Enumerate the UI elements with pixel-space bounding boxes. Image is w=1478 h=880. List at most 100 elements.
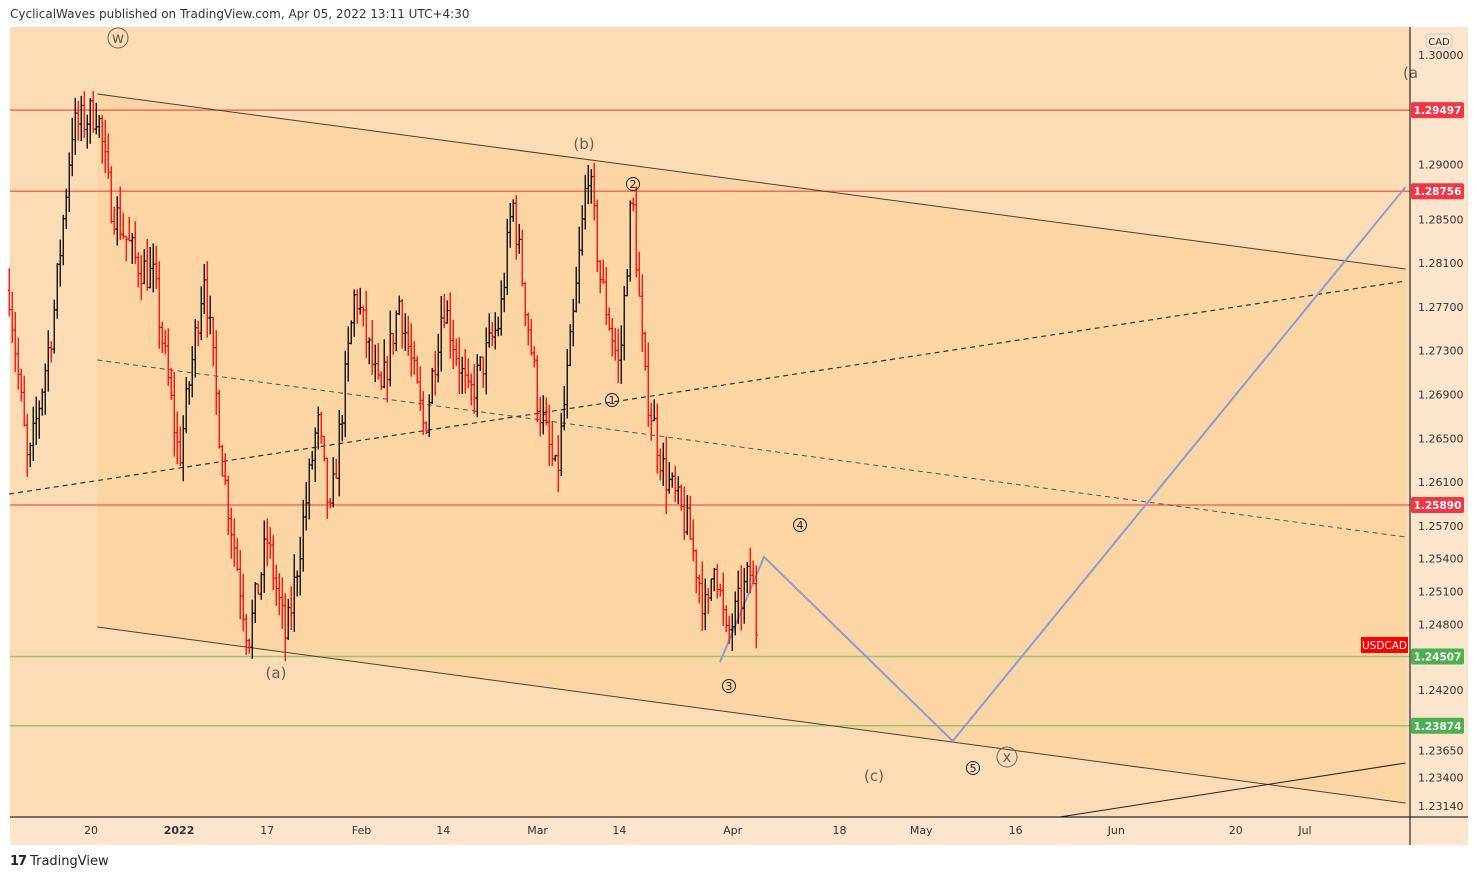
wave-w-circle [107,27,129,49]
level-price-tag [1411,497,1464,514]
ohlc-bar [118,186,122,241]
ohlc-bar [358,287,362,315]
ohlc-bar [466,358,470,389]
ohlc-bar [514,195,518,260]
symbol-label: USDCAD [1361,637,1408,653]
ohlc-bar [31,406,35,462]
ohlc-bar [40,388,44,416]
ohlc-bar [259,572,263,600]
trendline-channel-lower[interactable] [97,626,1406,804]
price-tick-label: 1.30000 [1418,49,1464,62]
ohlc-bar [337,409,341,497]
ohlc-bar [544,397,548,426]
ohlc-bar [730,613,734,651]
publish-info: CyclicalWaves published on TradingView.c… [10,7,470,21]
wave-4-marker: 4 [793,518,807,532]
ohlc-bar [211,316,215,367]
ohlc-bar [637,251,641,297]
ohlc-bar [508,202,512,248]
ohlc-bar [526,312,530,346]
ohlc-bar [673,466,677,502]
ohlc-bar [691,519,695,562]
time-axis[interactable] [10,817,1410,845]
ohlc-bar [697,574,701,604]
price-tick-label: 1.27300 [1418,345,1464,358]
price-chart[interactable]: w (b) (a) (c) (a x 1 2 3 4 5 1.30000 1.29… [0,0,1478,850]
ohlc-bar [415,356,419,384]
ohlc-bar [286,598,290,640]
price-tick-label: 1.25700 [1418,520,1464,533]
ohlc-bar [679,484,683,511]
ohlc-bar [325,457,329,519]
ohlc-bar [319,411,323,444]
ohlc-bar [721,572,725,627]
ohlc-bar [94,102,98,135]
ohlc-bar [649,402,653,441]
ohlc-bar [139,255,143,301]
ohlc-bar [442,293,446,328]
ohlc-bar [472,364,476,414]
ohlc-bar [646,342,650,428]
price-axis[interactable] [1410,27,1468,845]
price-tick-label: 1.28100 [1418,257,1464,270]
trendline-dashed-falling[interactable] [97,359,1406,538]
wave-5-marker: 5 [966,761,980,775]
ohlc-bar [205,261,209,338]
ohlc-bar [598,260,602,294]
trendline-bottom-rising[interactable] [1059,762,1406,818]
ohlc-bar [367,337,371,365]
ohlc-bar [226,475,230,535]
ohlc-bar [13,311,17,373]
ohlc-bar [493,312,497,350]
ohlc-bar [223,453,227,486]
ohlc-bar [133,221,137,264]
ohlc-bar [250,599,254,659]
currency-button[interactable]: CAD [1425,33,1453,49]
ohlc-bar [49,341,53,363]
ohlc-bar [247,638,251,654]
ohlc-bar [148,246,152,289]
wave-label-c: (c) [864,767,884,785]
ohlc-bar [505,218,509,296]
ohlc-bar [298,536,302,596]
time-tick-label: 2022 [164,824,195,837]
ohlc-bar [655,403,659,474]
ohlc-bar [244,614,248,656]
wave-label-w: w [112,29,124,47]
ohlc-bar [481,356,485,388]
ohlc-bar [604,267,608,325]
wave-label-2: 2 [630,178,637,191]
ohlc-bar [583,174,587,230]
ohlc-bar [475,354,479,418]
ohlc-bar [595,199,599,273]
time-tick-label: 18 [833,824,847,837]
ohlc-bar [592,162,596,221]
ohlc-bar [643,331,647,371]
ohlc-bar [184,377,188,434]
ohlc-bar [376,342,380,380]
ohlc-bar [67,152,71,213]
ohlc-bar [709,578,713,601]
wave-label-4: 4 [797,519,804,532]
ohlc-bar [85,114,89,149]
ohlc-bar [667,462,671,494]
ohlc-bar [169,367,173,401]
time-tick-label: Jun [1107,824,1125,837]
trendline-projection[interactable] [719,186,1407,743]
price-tick-label: 1.23650 [1418,744,1464,757]
price-tick-label: 1.24200 [1418,684,1464,697]
ohlc-bar [445,300,449,324]
ohlc-bar [421,391,425,435]
ohlc-bar [382,339,386,389]
ohlc-bar [241,573,245,632]
ohlc-bar [478,356,482,371]
ohlc-bar [52,299,56,354]
ohlc-bar [430,367,434,404]
ohlc-bar [142,249,146,285]
wave-label-a: (a) [266,664,287,682]
ohlc-bar [436,333,440,383]
ohlc-bar [661,442,665,486]
trendline-dashed-rising[interactable] [9,280,1406,495]
ohlc-bar [199,286,203,341]
trendline-channel-upper[interactable] [97,93,1406,270]
